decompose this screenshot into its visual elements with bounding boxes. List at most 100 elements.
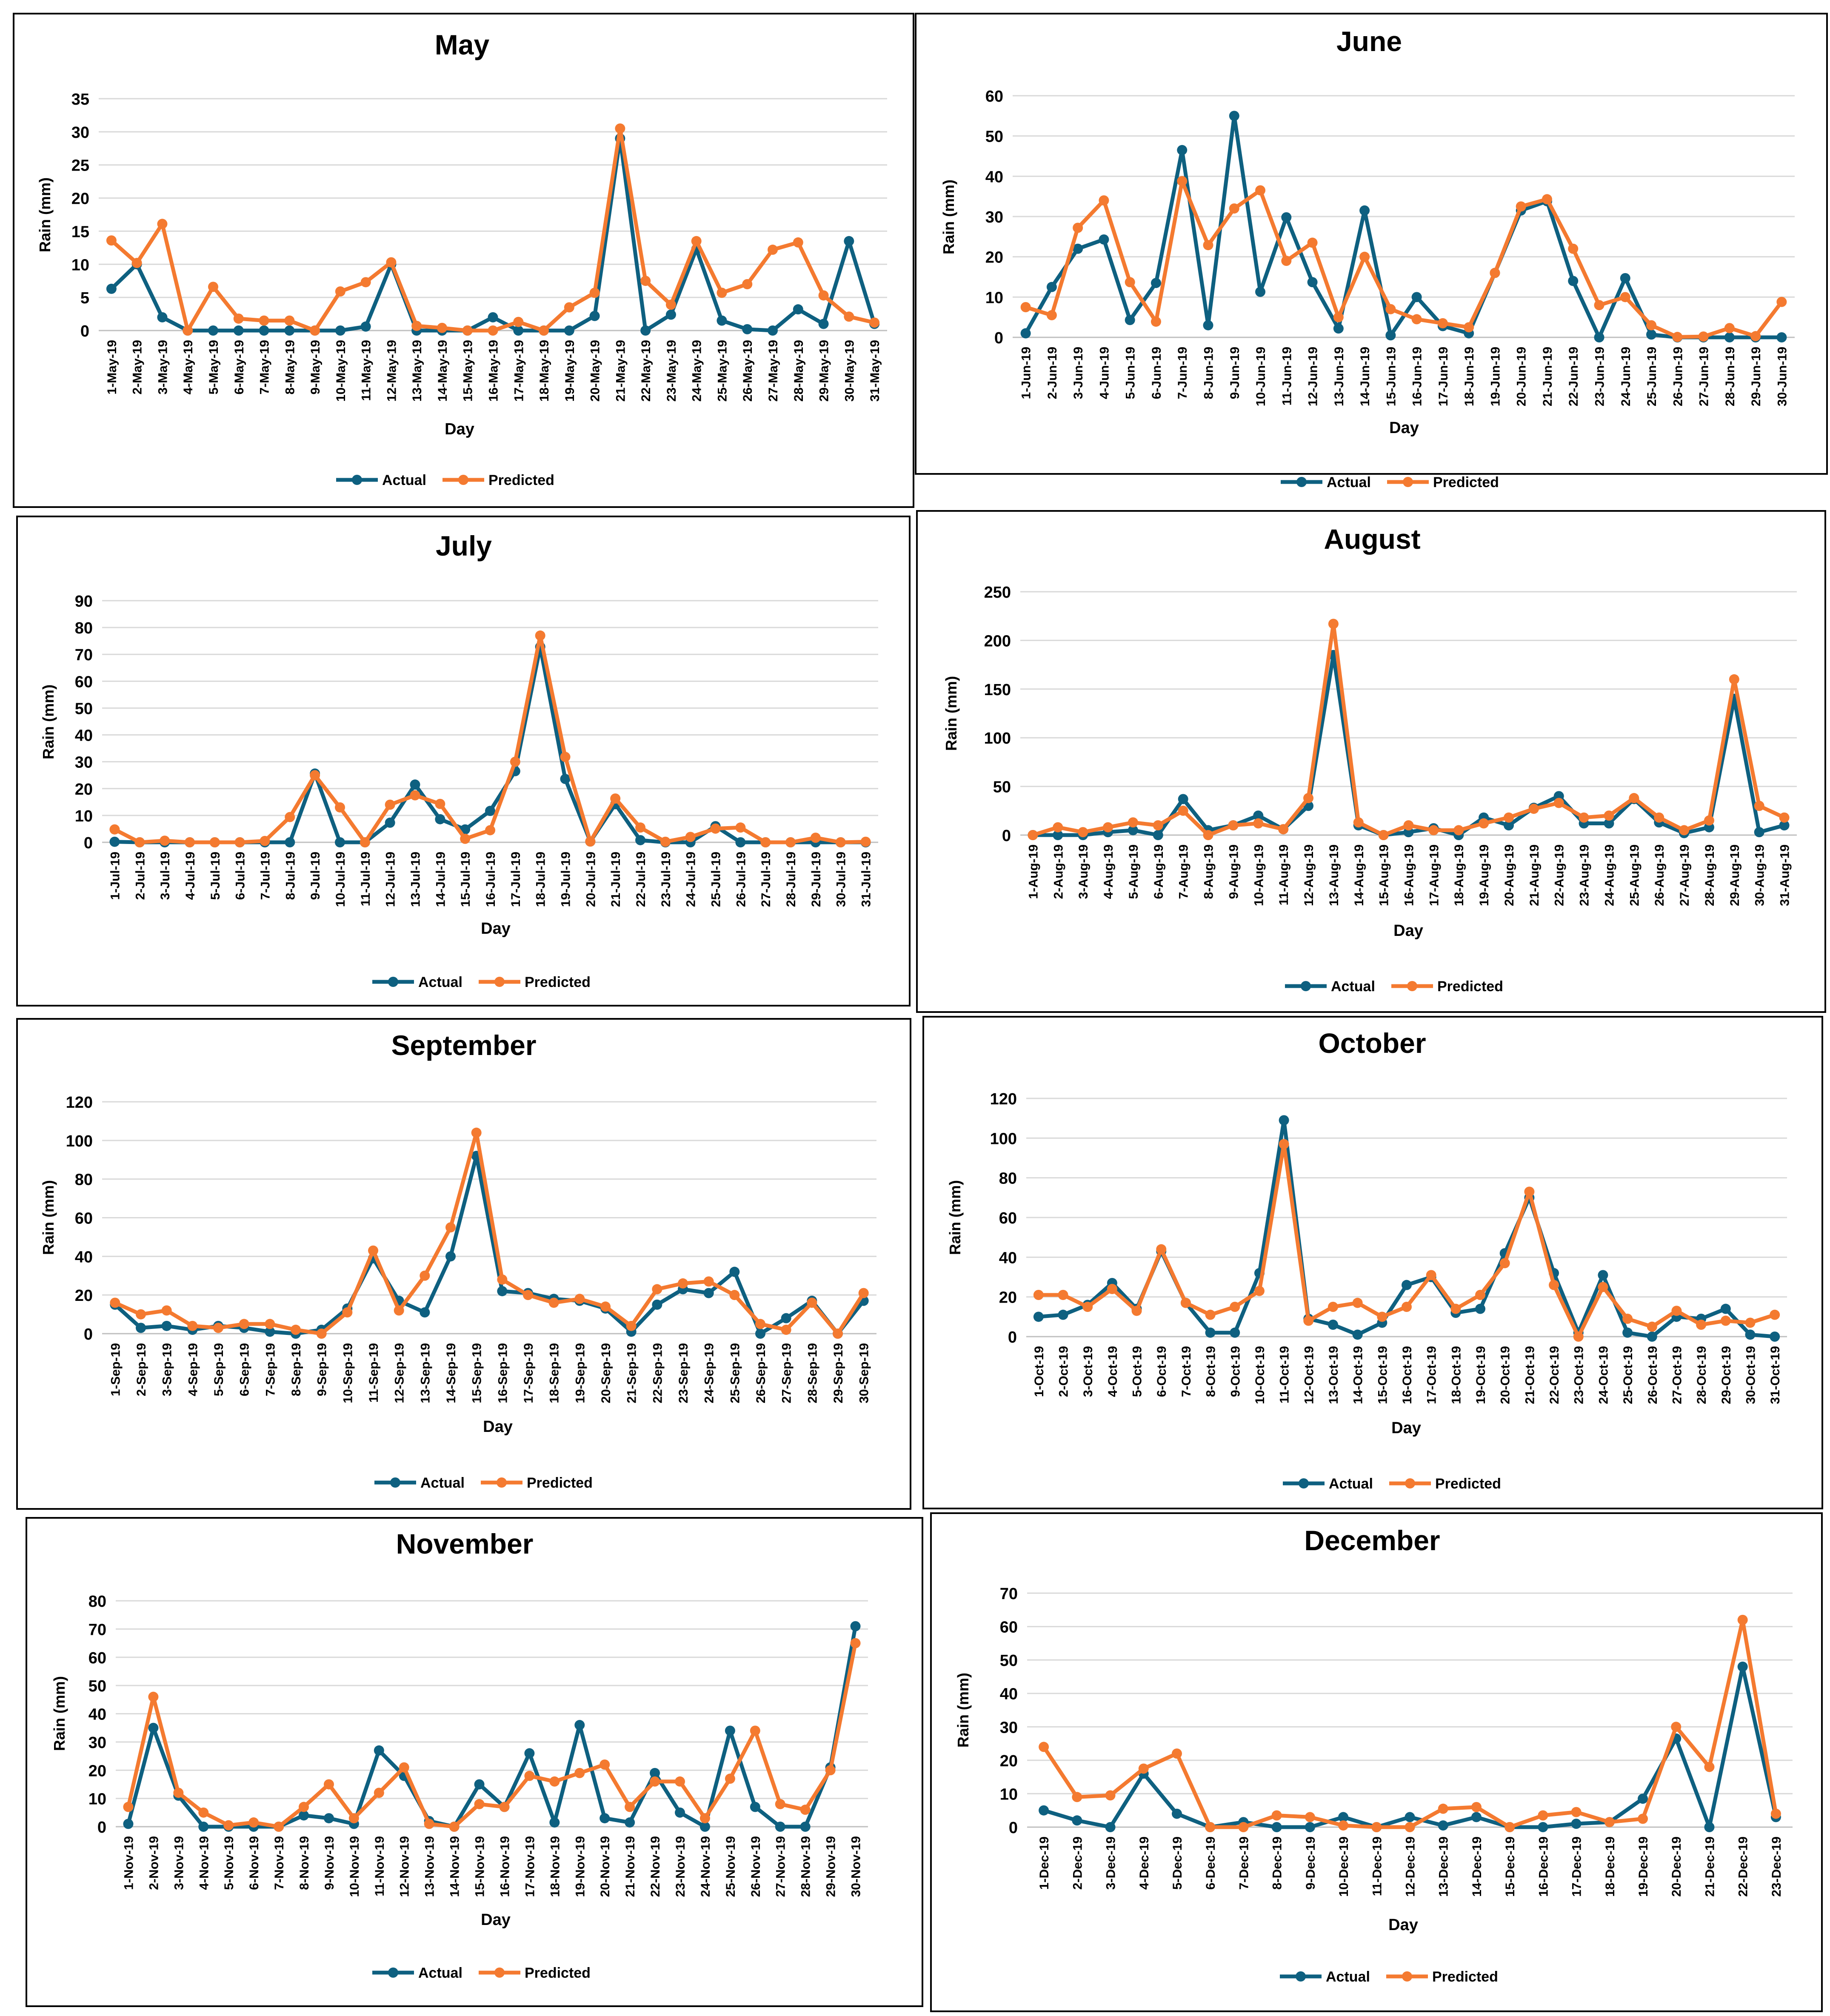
- x-tick-label: 24-Jul-19: [684, 852, 698, 907]
- data-point-predicted: [1230, 1302, 1240, 1312]
- data-point-predicted: [768, 245, 778, 255]
- x-tick-label: 11-May-19: [360, 340, 374, 401]
- x-tick-label: 6-May-19: [232, 340, 246, 394]
- data-point-predicted: [310, 770, 320, 781]
- chart-september: September 0 20 40 60 80 100 120 1-Sep-19 2-Sep-19…: [16, 1018, 911, 1510]
- y-tick-label: 0: [1002, 827, 1011, 845]
- data-point-predicted: [284, 315, 295, 326]
- data-point-predicted: [1770, 1808, 1781, 1819]
- data-point-actual: [1253, 810, 1264, 821]
- x-tick-label: 8-Jul-19: [283, 852, 297, 900]
- y-tick-label: 0: [97, 1819, 106, 1836]
- data-point-predicted: [1704, 1762, 1715, 1772]
- y-axis-title: Rain (mm): [40, 684, 57, 759]
- y-tick-label: 35: [71, 91, 89, 108]
- data-point-predicted: [136, 1309, 146, 1320]
- x-axis-title: Day: [1388, 1916, 1418, 1934]
- x-tick-label: 22-Sep-19: [651, 1343, 665, 1403]
- y-tick-label: 50: [1000, 1652, 1018, 1670]
- data-point-predicted: [1776, 297, 1787, 307]
- data-point-predicted: [560, 752, 571, 762]
- data-point-actual: [335, 325, 345, 336]
- y-axis-title: Rain (mm): [940, 180, 957, 254]
- data-point-predicted: [574, 1294, 585, 1304]
- data-point-predicted: [1303, 793, 1314, 804]
- x-tick-label: 7-Oct-19: [1179, 1346, 1193, 1397]
- data-point-actual: [1305, 1822, 1315, 1832]
- data-point-actual: [161, 1320, 172, 1331]
- x-tick-label: 20-Oct-19: [1499, 1346, 1513, 1404]
- legend-predicted-label: Predicted: [525, 1965, 591, 1981]
- x-tick-label: 13-Nov-19: [423, 1836, 437, 1897]
- x-tick-label: 10-Nov-19: [348, 1836, 362, 1897]
- x-tick-label: 16-Aug-19: [1402, 844, 1416, 906]
- x-tick-label: 1-Aug-19: [1026, 844, 1040, 899]
- x-tick-label: 29-Nov-19: [824, 1836, 838, 1897]
- data-point-actual: [818, 319, 829, 329]
- data-point-predicted: [437, 322, 447, 333]
- data-point-actual: [1475, 1303, 1486, 1314]
- data-point-predicted: [360, 837, 370, 847]
- data-point-predicted: [1171, 1748, 1182, 1759]
- x-tick-label: 31-Oct-19: [1768, 1346, 1782, 1404]
- data-point-actual: [1503, 820, 1514, 831]
- x-tick-label: 4-May-19: [181, 340, 195, 394]
- data-point-predicted: [1352, 1297, 1363, 1308]
- data-point-predicted: [1770, 1309, 1780, 1320]
- data-point-predicted: [860, 836, 871, 847]
- x-tick-label: 17-Dec-19: [1570, 1836, 1584, 1897]
- x-tick-label: 10-Dec-19: [1337, 1836, 1351, 1897]
- legend-predicted-label: Predicted: [527, 1475, 593, 1491]
- x-tick-label: 3-Aug-19: [1076, 844, 1091, 899]
- x-tick-label: 7-Jul-19: [258, 852, 272, 900]
- y-tick-label: 30: [75, 754, 93, 772]
- data-point-predicted: [1138, 1763, 1149, 1774]
- data-point-actual: [233, 325, 244, 336]
- y-tick-label: 70: [75, 646, 93, 664]
- y-tick-label: 50: [993, 778, 1011, 796]
- y-tick-label: 60: [75, 673, 93, 691]
- data-point-predicted: [234, 837, 245, 847]
- data-point-actual: [800, 1822, 811, 1832]
- chart-title: June: [1336, 26, 1402, 57]
- x-tick-label: 22-Aug-19: [1553, 844, 1567, 906]
- data-point-predicted: [399, 1762, 409, 1773]
- legend-predicted-label: Predicted: [1433, 474, 1499, 490]
- data-point-actual: [1230, 1327, 1240, 1338]
- x-tick-label: 7-Aug-19: [1177, 844, 1191, 899]
- data-point-predicted: [1471, 1802, 1482, 1812]
- y-axis-title: Rain (mm): [942, 676, 960, 751]
- chart-title: December: [1304, 1525, 1440, 1556]
- legend-predicted-marker: [458, 475, 468, 485]
- data-point-actual: [1279, 1115, 1289, 1126]
- x-tick-label: 14-Aug-19: [1352, 844, 1366, 906]
- x-tick-label: 27-Jul-19: [759, 852, 773, 907]
- data-point-predicted: [161, 1305, 172, 1316]
- x-tick-label: 6-Oct-19: [1155, 1346, 1169, 1397]
- y-axis-title: Rain (mm): [36, 177, 54, 252]
- x-axis-title: Day: [483, 1418, 513, 1436]
- x-tick-label: 2-Aug-19: [1051, 844, 1065, 899]
- data-point-predicted: [1528, 804, 1539, 814]
- y-tick-label: 0: [80, 322, 89, 340]
- x-tick-label: 1-Jul-19: [108, 852, 122, 900]
- x-tick-label: 24-Oct-19: [1596, 1346, 1610, 1404]
- data-point-predicted: [259, 315, 269, 326]
- chart-june: June 0 10 20 30 40 50 60 1-Jun-19 2-Jun-19 3-Jun-1…: [915, 13, 1828, 490]
- x-tick-label: 16-Jun-19: [1410, 347, 1425, 406]
- data-point-predicted: [109, 824, 120, 835]
- chart-august: August 0 50 100 150 200 250 1-Aug-19 2-Aug-19 3-A…: [916, 510, 1826, 1013]
- x-tick-label: 12-Aug-19: [1302, 844, 1316, 906]
- data-point-actual: [1438, 1820, 1448, 1831]
- data-point-predicted: [248, 1817, 259, 1828]
- data-point-predicted: [173, 1788, 184, 1798]
- chart-title: October: [1318, 1027, 1426, 1059]
- x-tick-label: 6-Dec-19: [1204, 1836, 1218, 1890]
- y-tick-label: 40: [1000, 1685, 1018, 1703]
- data-point-predicted: [223, 1820, 234, 1831]
- data-point-actual: [1622, 1327, 1633, 1338]
- x-tick-label: 17-Nov-19: [523, 1836, 537, 1897]
- data-point-predicted: [675, 1776, 685, 1787]
- data-point-predicted: [1646, 320, 1657, 331]
- x-tick-label: 7-May-19: [258, 340, 272, 394]
